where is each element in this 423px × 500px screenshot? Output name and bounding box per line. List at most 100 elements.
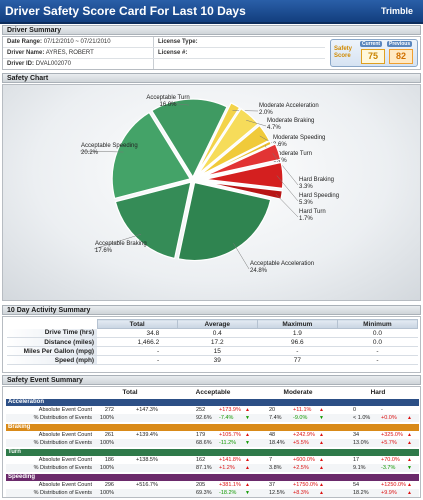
row-label: Miles Per Gallon (mpg) bbox=[7, 346, 98, 356]
slice-label: Hard Turn 1.7% bbox=[299, 209, 326, 222]
pie-slice-moderate-acceleration bbox=[196, 102, 241, 174]
table-cell: - bbox=[381, 407, 383, 413]
table-cell: -9.0% bbox=[293, 415, 308, 421]
row-label: Drive Time (hrs) bbox=[7, 328, 98, 338]
table-cell: +139.4% bbox=[136, 432, 158, 438]
row-label: Absolute Event Count bbox=[38, 482, 92, 488]
table-cell: 0 bbox=[353, 407, 357, 413]
table-row: Absolute Event Count 186 +138.5% 162 +141.8%… bbox=[6, 456, 419, 464]
table-cell: +8.3% bbox=[293, 490, 309, 496]
column-header: Total bbox=[96, 319, 178, 329]
pie-slice-acceptable-speeding bbox=[111, 111, 192, 200]
date-range-value: 07/12/2010 ~ 07/21/2010 bbox=[43, 39, 111, 45]
driver-summary-header: Driver Summary bbox=[2, 25, 421, 35]
column-header: Total bbox=[122, 389, 138, 396]
activity-summary-panel: Total Average Maximum Minimum Drive Time… bbox=[2, 316, 421, 373]
slice-label: Hard Speeding 5.3% bbox=[299, 193, 339, 206]
table-row: % Distribution of Events 100% 92.6% -7.4% ▼ 7… bbox=[6, 414, 419, 422]
column-header: Maximum bbox=[256, 319, 338, 329]
table-cell: +173.9% bbox=[219, 407, 241, 413]
table-cell: +141.8% bbox=[219, 457, 241, 463]
table-cell: - bbox=[97, 355, 178, 365]
pie-slice-moderate-turn bbox=[199, 140, 273, 178]
table-cell: 34.8 bbox=[97, 328, 178, 338]
event-category-speeding: Speeding bbox=[6, 474, 419, 481]
table-cell: 39 bbox=[177, 355, 258, 365]
table-row: Drive Time (hrs) 34.8 0.4 1.9 0.0 bbox=[7, 328, 418, 338]
slice-label: Moderate Turn 0.7% bbox=[273, 151, 312, 164]
column-header: Moderate bbox=[283, 389, 313, 396]
slice-label: Acceptable Acceleration 24.8% bbox=[250, 261, 314, 274]
trend-down-icon: ▼ bbox=[407, 465, 412, 471]
table-cell: +9.9% bbox=[381, 490, 397, 496]
pie-slice-hard-braking bbox=[204, 143, 282, 177]
table-cell: 100% bbox=[99, 465, 114, 471]
table-cell: 100% bbox=[99, 490, 114, 496]
safety-chart-header: Safety Chart bbox=[2, 73, 421, 83]
table-cell: 17 bbox=[353, 457, 360, 463]
table-row: % Distribution of Events 100% 68.6% -11.2% ▼… bbox=[6, 439, 419, 447]
leader-line bbox=[275, 193, 299, 218]
table-cell: 15 bbox=[177, 346, 258, 356]
table-row: Absolute Event Count 261 +139.4% 179 +105.7%… bbox=[6, 431, 419, 439]
table-cell: 179 bbox=[196, 432, 206, 438]
table-cell: -3.7% bbox=[381, 465, 396, 471]
slice-label: Moderate Speeding 3.6% bbox=[273, 135, 325, 148]
date-range-label: Date Range: bbox=[7, 39, 43, 45]
table-cell: 100% bbox=[99, 415, 114, 421]
page-title: Driver Safety Score Card For Last 10 Day… bbox=[5, 4, 246, 18]
trend-up-icon: ▲ bbox=[245, 407, 250, 413]
row-label: Absolute Event Count bbox=[38, 432, 92, 438]
table-row: % Distribution of Events 100% 69.3% -18.2% ▼… bbox=[6, 489, 419, 497]
table-cell: 272 bbox=[104, 407, 114, 413]
table-cell: +1750.0% bbox=[293, 482, 318, 488]
table-cell: 92.6% bbox=[196, 415, 212, 421]
title-bar: Driver Safety Score Card For Last 10 Day… bbox=[0, 0, 423, 24]
table-row: Speed (mph) - 39 77 - bbox=[7, 355, 418, 365]
column-header bbox=[7, 320, 97, 329]
current-score-label: Current bbox=[360, 41, 383, 47]
table-cell: -18.2% bbox=[219, 490, 237, 496]
trend-up-icon: ▲ bbox=[245, 465, 250, 471]
slice-label: Acceptable Turn 16.0% bbox=[146, 95, 189, 108]
license-number-label: License #: bbox=[158, 50, 188, 56]
table-cell: 0.0 bbox=[337, 328, 418, 338]
table-cell: +105.7% bbox=[219, 432, 241, 438]
table-cell: +325.0% bbox=[381, 432, 403, 438]
leader-line bbox=[93, 233, 142, 250]
leader-line bbox=[167, 102, 190, 106]
row-label: % Distribution of Events bbox=[33, 465, 92, 471]
leader-line bbox=[233, 243, 250, 270]
table-cell: 7.4% bbox=[269, 415, 282, 421]
table-cell: 48 bbox=[269, 432, 276, 438]
table-cell: 186 bbox=[104, 457, 114, 463]
divider bbox=[3, 58, 325, 59]
trend-up-icon: ▲ bbox=[407, 415, 412, 421]
table-cell: 1,466.2 bbox=[97, 337, 178, 347]
trend-down-icon: ▼ bbox=[245, 490, 250, 496]
leader-line bbox=[246, 119, 267, 127]
table-cell: +11.1% bbox=[293, 407, 312, 413]
safety-chart-panel: Acceptable Turn 16.0% Moderate Acceleratio… bbox=[2, 84, 421, 301]
trend-up-icon: ▲ bbox=[319, 432, 324, 438]
table-cell: 87.1% bbox=[196, 465, 212, 471]
table-cell: 7 bbox=[269, 457, 273, 463]
table-row: % Distribution of Events 100% 87.1% +1.2% ▲ 3… bbox=[6, 464, 419, 472]
table-cell: +2.5% bbox=[293, 465, 309, 471]
safety-score-label: Safety Score bbox=[334, 46, 353, 59]
table-row: Distance (miles) 1,466.2 17.2 96.6 0.0 bbox=[7, 337, 418, 347]
event-category-turn: Turn bbox=[6, 449, 419, 456]
table-cell: +1250.0% bbox=[381, 482, 406, 488]
table-cell: +242.9% bbox=[293, 432, 315, 438]
row-label: % Distribution of Events bbox=[33, 440, 92, 446]
table-cell: 77 bbox=[257, 355, 338, 365]
table-cell: +5.5% bbox=[293, 440, 309, 446]
table-cell: 20 bbox=[269, 407, 276, 413]
pie-slice-hard-speeding bbox=[204, 161, 284, 189]
table-cell: 69.3% bbox=[196, 490, 212, 496]
slice-label: Hard Braking 3.3% bbox=[299, 177, 334, 190]
trend-down-icon: ▼ bbox=[245, 440, 250, 446]
trend-up-icon: ▲ bbox=[407, 482, 412, 488]
trend-up-icon: ▲ bbox=[407, 490, 412, 496]
trend-up-icon: ▲ bbox=[319, 490, 324, 496]
